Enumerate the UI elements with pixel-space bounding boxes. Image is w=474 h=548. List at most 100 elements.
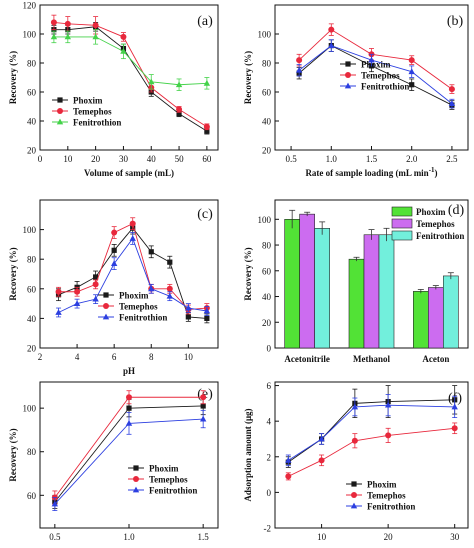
legend-label: Fenitrothion [149,486,197,496]
x-tick-label-a: 50 [175,154,185,164]
x-tick-label-a: 40 [147,154,157,164]
data-point [74,288,81,295]
bar [299,213,315,349]
legend-marker [351,481,357,487]
y-tick-label-c: 60 [27,284,37,294]
data-point [176,106,183,113]
data-point [148,78,155,85]
x-tick-label-c: 6 [112,352,117,362]
legend-label: Temephos [119,302,158,312]
data-point [64,20,71,27]
data-point [120,33,127,40]
legend-marker [345,61,351,67]
y-tick-label-b: 40 [262,117,272,127]
y-tick-label-d: 20 [262,318,272,328]
legend-marker [133,476,139,482]
y-tick-label-e: 80 [27,447,37,457]
data-point [148,249,154,255]
legend-marker [345,72,351,78]
data-point [328,26,335,33]
x-tick-label-f: 20 [384,532,394,542]
x-tick-label-c: 8 [149,352,154,362]
legend-marker [56,118,64,125]
y-tick-label-d: 100 [258,215,272,225]
data-point [166,285,173,292]
y-tick-label-b: 20 [262,146,272,156]
y-tick-label-e: 100 [23,404,37,414]
data-point [166,292,173,299]
category-label: Acetonitrile [284,354,329,364]
legend-marker [351,492,357,498]
data-point [203,123,210,130]
data-point [448,100,456,106]
category-label: Methanol [353,354,390,364]
y-tick-label-f: 2 [267,452,272,462]
y-tick-label-d: 80 [262,241,272,251]
y-axis-label-e: Recovery (%) [8,428,18,481]
data-point [129,220,136,227]
legend-label: Fenitrothion [367,502,415,512]
x-tick-label-a: 20 [91,154,101,164]
y-tick-label-f: -2 [264,524,272,534]
data-point [328,42,335,48]
legend-label: Phoxim [361,60,391,70]
legend-marker [133,465,139,471]
x-tick-label-f: 30 [450,532,460,542]
bar [378,234,395,349]
y-tick-label-a: 60 [27,88,37,98]
x-tick-label-a: 30 [119,154,129,164]
data-point [185,314,191,320]
data-point [185,304,192,311]
y-axis-label-c: Recovery (%) [8,247,18,300]
data-point [351,437,358,444]
panel-a: 20 40 60 80 100 120 Recovery (%) (a) 0 10 20 30 40 50… [8,1,219,178]
x-tick-label-e: 0.5 [49,532,61,542]
x-axis-label-c: pH [123,366,135,376]
y-tick-label-b: 100 [258,30,272,40]
legend-label: Phoxim [73,96,103,106]
data-point [296,57,303,64]
y-axis-label-d: Recovery (%) [243,247,253,300]
data-point [204,128,210,134]
y-tick-label-a: 120 [23,1,37,11]
data-point [285,456,292,463]
legend-label: Fenitrothion [416,231,464,241]
bar [363,234,380,349]
legend-swatch [391,218,413,229]
legend-swatch [391,230,413,241]
data-point [111,247,117,253]
legend-label: Phoxim [416,207,446,217]
legend-swatch [391,206,413,217]
y-tick-label-d: 60 [262,266,272,276]
data-point [55,309,62,315]
legend-label: Phoxim [149,464,179,474]
legend-marker [344,82,352,89]
data-point [51,500,59,507]
y-tick-label-f: 4 [267,417,272,427]
y-tick-label-c: 100 [23,225,37,235]
data-point [351,403,359,410]
legend-label: Temephos [367,491,406,501]
data-point [167,259,173,265]
y-tick-label-c: 20 [27,344,37,354]
data-point [93,274,99,280]
panel-label-e: (e) [197,387,213,402]
data-point [111,229,118,236]
y-axis-label-a: Recovery (%) [8,51,18,104]
y-tick-label-c: 80 [27,255,37,265]
data-point [50,19,57,26]
data-point [92,22,99,29]
plot-frame-c [39,199,219,349]
x-axis-label-a: Volume of sample (mL) [84,168,174,178]
data-point [126,394,132,401]
data-point [64,33,72,40]
data-point [200,403,206,409]
data-point [92,281,99,288]
panel-label-a: (a) [197,14,213,29]
data-point [318,457,325,464]
panel-e: 60 80 100 Recovery (%) (e) 0.5 1.0 1.5 PhoximTem… [8,381,219,542]
legend-label: Temephos [73,107,112,117]
category-label: Aceton [422,354,449,364]
